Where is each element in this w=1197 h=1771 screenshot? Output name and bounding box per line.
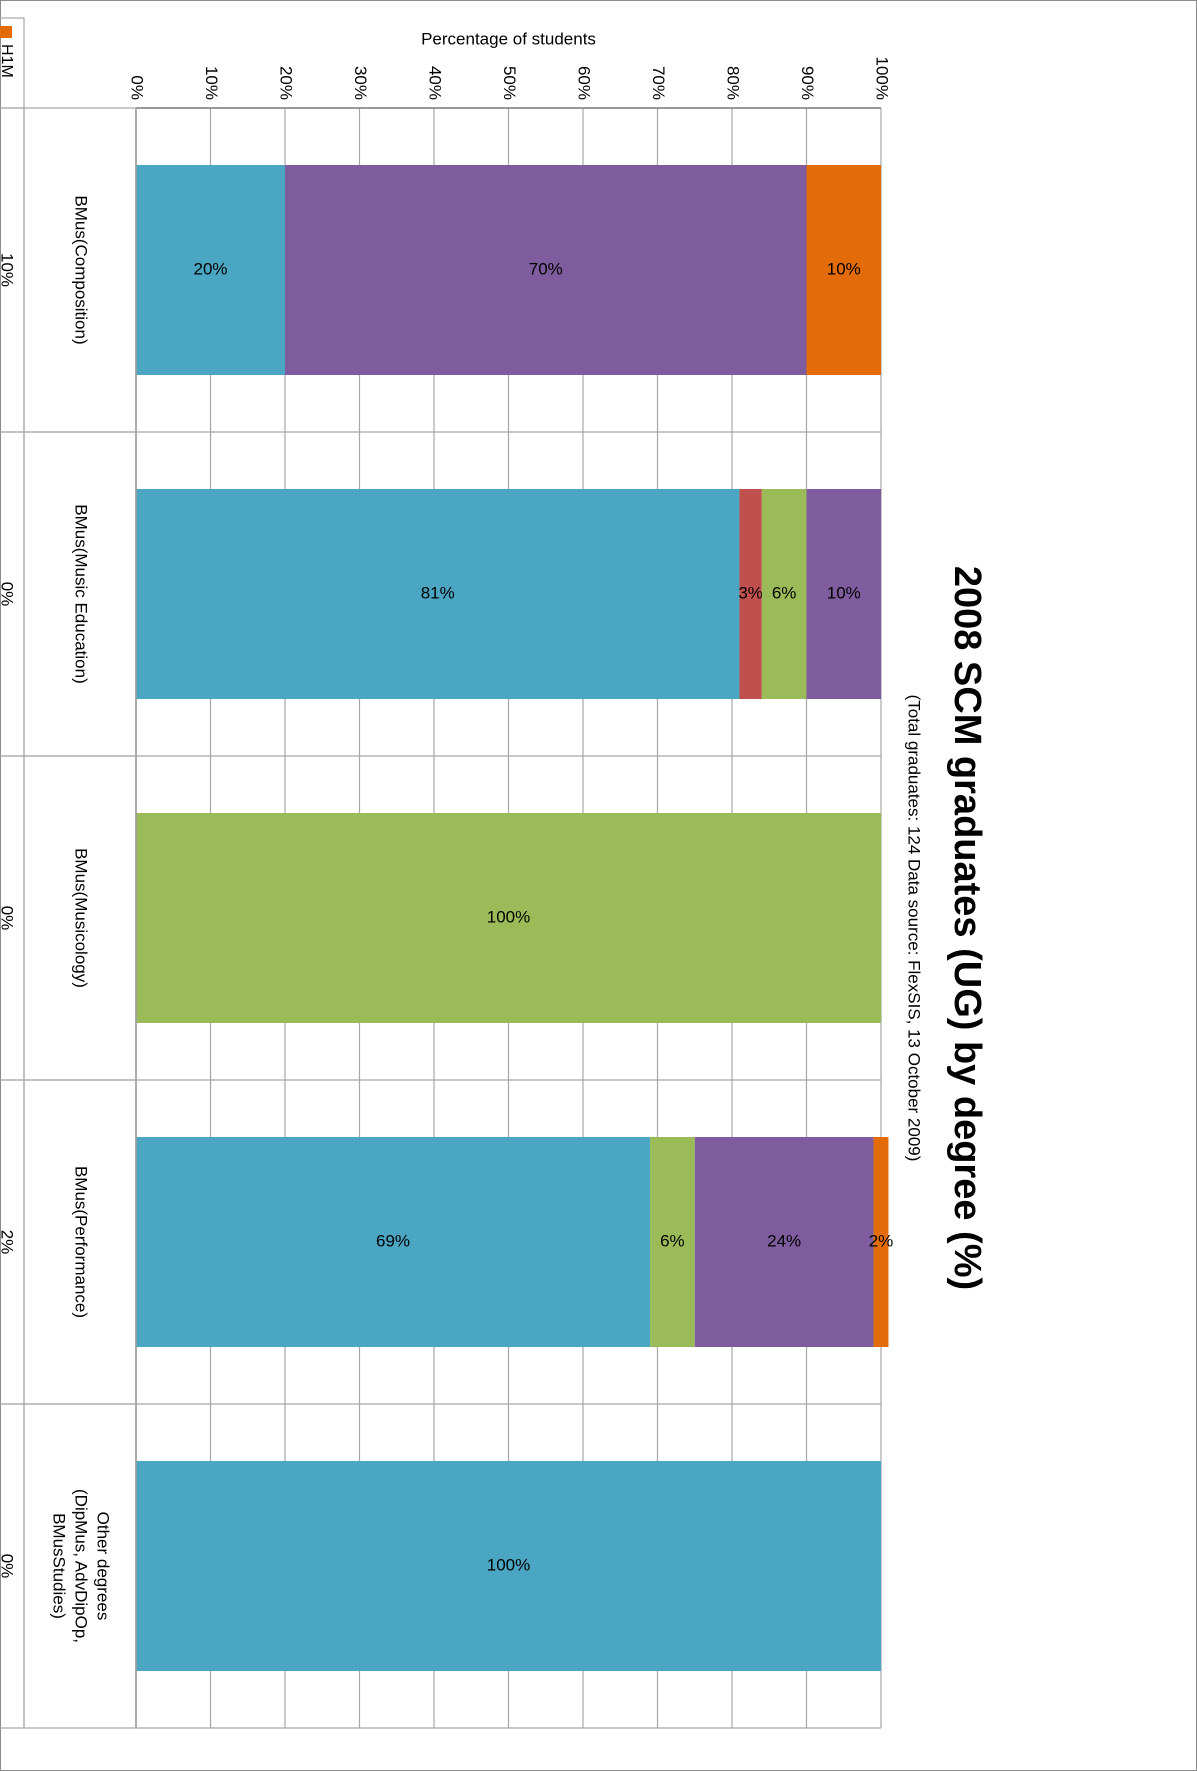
bar-value-label: 20% [193, 259, 227, 278]
table-value: 0% [0, 582, 17, 607]
legend-swatch [0, 26, 12, 38]
y-tick-labels: 0% 10% 20% 30% 40% 50% 60% 70% 80% 90% 100% [128, 57, 892, 100]
y-tick-label: 50% [500, 66, 519, 100]
y-tick-label: 0% [128, 75, 147, 100]
table-value-cell [0, 1403, 25, 1729]
y-tick-label: 60% [575, 66, 594, 100]
bar-segment [806, 489, 881, 699]
chart-rotated-group: 0% 10% 20% 30% 40% 50% 60% 70% 80% 90% 100% Percent… [0, 17, 988, 1729]
bar-segment [761, 489, 807, 699]
chart-title: 2008 SCM graduates (UG) by degree (%) [946, 566, 988, 1290]
bars: 20% 70% 10% 81% 3% 6% 10% 100% 69% 6% 24% 2% 100% [136, 165, 893, 1671]
y-axis-title: Percentage of students [421, 29, 596, 48]
bar-segment [650, 1137, 695, 1347]
bar-value-label: 6% [772, 583, 797, 602]
bar-value-label: 6% [660, 1231, 685, 1250]
category-label: Other degrees [94, 1512, 113, 1621]
bar-segment [806, 165, 881, 375]
bar-value-label: 10% [827, 583, 861, 602]
bar-value-label: 100% [487, 1555, 530, 1574]
category-label: BMus(Performance) [72, 1166, 91, 1318]
y-tick-label: 100% [873, 57, 892, 100]
category-label: (DipMus, AdvDipOp, [72, 1489, 91, 1643]
bar-value-label: 100% [487, 907, 530, 926]
bar-value-label: 70% [529, 259, 563, 278]
bar-value-label: 2% [869, 1231, 894, 1250]
bar-value-label: 3% [738, 583, 763, 602]
y-tick-label: 10% [202, 66, 221, 100]
bar-value-label: 24% [767, 1231, 801, 1250]
bar-segment [136, 489, 740, 699]
category-label: BMus(Composition) [72, 195, 91, 344]
bar-segment [136, 165, 285, 375]
category-label: BMus(Music Education) [72, 504, 91, 684]
y-tick-label: 80% [724, 66, 743, 100]
bar-segment [694, 1137, 874, 1347]
bar-segment [285, 165, 807, 375]
y-tick-label: 20% [277, 66, 296, 100]
bar-segment [136, 1137, 651, 1347]
y-tick-label: 70% [649, 66, 668, 100]
table-value: 10% [0, 253, 17, 287]
table-value: 0% [0, 906, 17, 931]
category-label: BMus(Musicology) [72, 848, 91, 988]
table-value: 2% [0, 1230, 17, 1255]
bar-value-label: 69% [376, 1231, 410, 1250]
y-tick-label: 40% [426, 66, 445, 100]
bar-segment [136, 813, 881, 1023]
y-tick-label: 90% [798, 66, 817, 100]
legend-label: H1M [0, 44, 15, 78]
category-label: BMusStudies) [50, 1513, 69, 1619]
bar-value-label: 10% [827, 259, 861, 278]
y-tick-label: 30% [351, 66, 370, 100]
bar-segment [739, 489, 762, 699]
bar-value-label: 81% [421, 583, 455, 602]
bar-segment [136, 1461, 881, 1671]
bar-segment [873, 1137, 889, 1347]
data-table: BMus(Composition) BMus(Music Education) BM… [0, 17, 137, 1729]
chart-subtitle: (Total graduates: 124 Data source: FlexS… [905, 695, 924, 1162]
table-value: 0% [0, 1554, 17, 1579]
